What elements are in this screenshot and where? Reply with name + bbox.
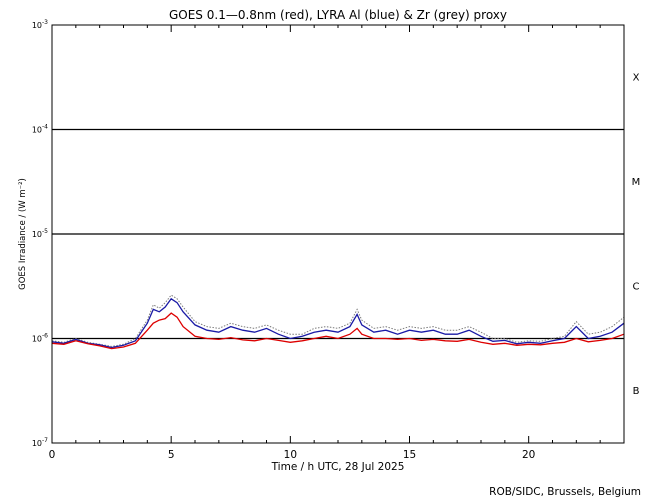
data-series: [51, 294, 625, 350]
chart-title: GOES 0.1—0.8nm (red), LYRA Al (blue) & Z…: [169, 8, 507, 22]
y-tick-label-1: 10-4: [32, 124, 48, 135]
x-tick-label-3: 15: [403, 449, 416, 461]
flare-class-label-b: B: [633, 386, 640, 397]
y-tick-label-4: 10-7: [32, 437, 48, 448]
y-tick-label-2: 10-5: [32, 228, 48, 239]
y-tick-label-0: 10-3: [32, 19, 48, 30]
flare-class-labels: X M C B: [632, 73, 641, 397]
flare-class-label-x: X: [633, 73, 640, 84]
x-tick-label-2: 10: [284, 449, 297, 461]
x-tick-label-1: 5: [168, 449, 175, 461]
flare-class-lines: [52, 128, 624, 340]
flare-class-label-c: C: [633, 282, 640, 293]
y-axis-ticks: 10-3 10-4 10-5 10-6 10-7: [32, 19, 59, 448]
series-line-0: [51, 312, 625, 350]
flare-class-label-m: M: [632, 177, 641, 188]
x-axis-ticks: 0 5 10 15 20: [49, 25, 601, 461]
y-tick-label-3: 10-6: [32, 333, 48, 344]
series-line-1: [51, 297, 625, 349]
x-tick-label-4: 20: [522, 449, 535, 461]
credit-text: ROB/SIDC, Brussels, Belgium: [489, 486, 641, 498]
x-tick-label-0: 0: [49, 449, 56, 461]
y-axis-label: GOES Irradiance / (W m⁻²): [18, 178, 28, 290]
x-axis-label: Time / h UTC, 28 Jul 2025: [271, 461, 405, 473]
